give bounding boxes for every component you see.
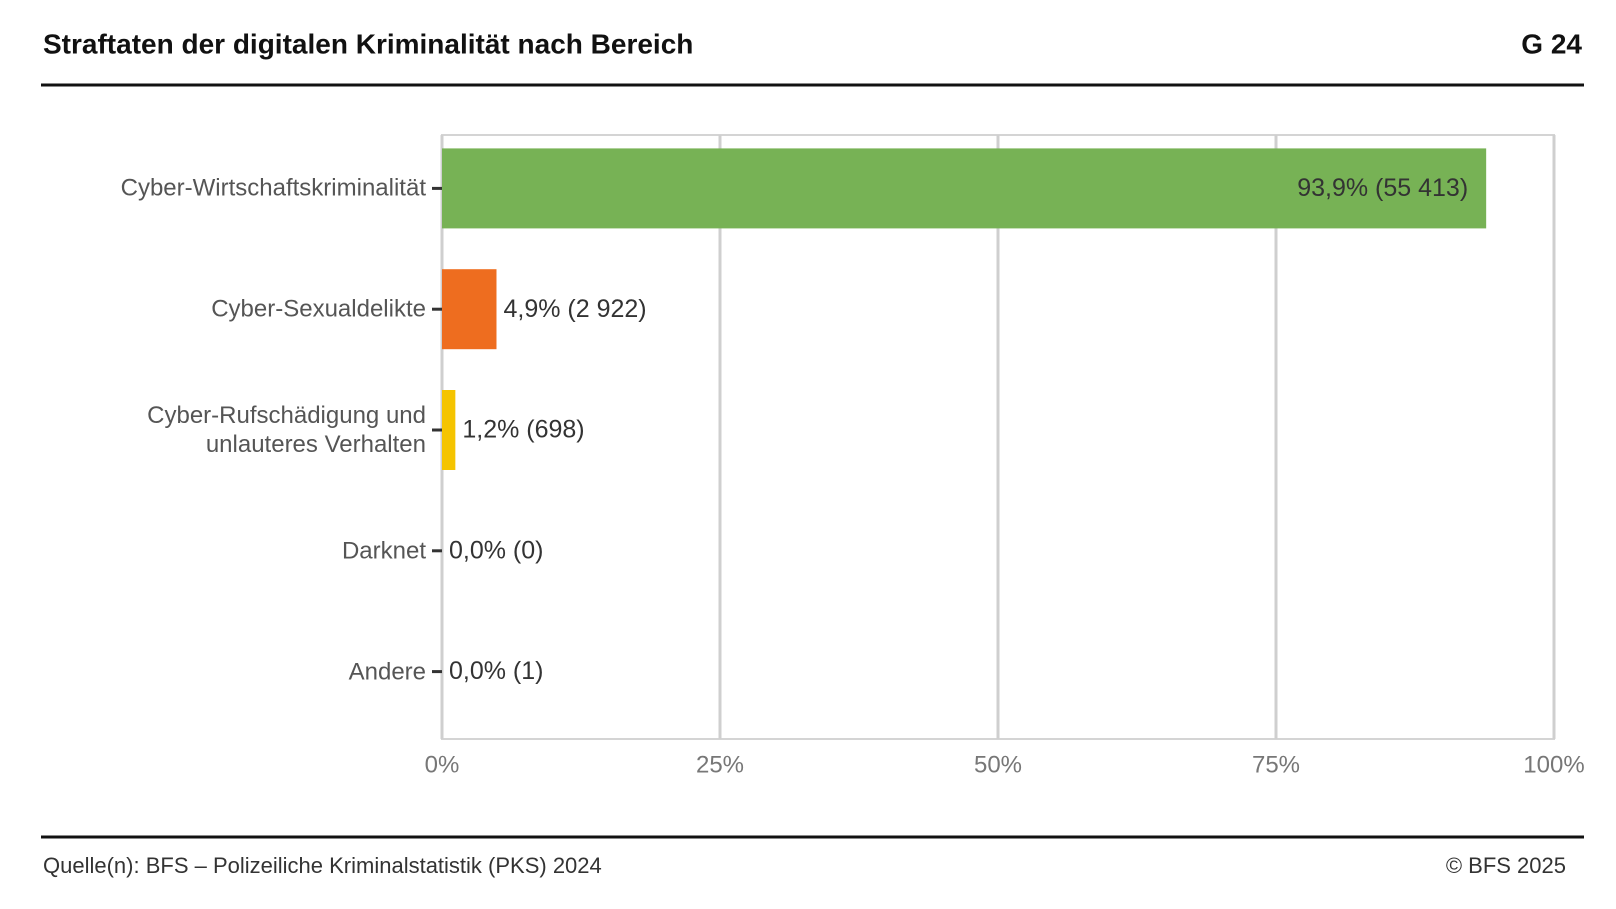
value-label: 93,9% (55 413)	[1297, 174, 1468, 202]
copyright: © BFS 2025	[1446, 853, 1566, 878]
x-tick-label: 100%	[1523, 751, 1584, 778]
value-label: 1,2% (698)	[462, 416, 584, 444]
x-tick-label: 50%	[974, 751, 1022, 778]
value-label: 0,0% (1)	[449, 657, 543, 685]
x-tick-label: 0%	[425, 751, 460, 778]
y-tick-label: Darknet	[341, 537, 426, 565]
source: Quelle(n): BFS – Polizeiliche Kriminalst…	[43, 853, 602, 878]
bar	[442, 269, 497, 350]
y-tick-label: Cyber-Sexualdelikte	[211, 295, 426, 323]
value-label: 4,9% (2 922)	[503, 295, 646, 323]
y-tick-label: Cyber-Wirtschaftskriminalität	[120, 174, 426, 202]
x-tick-label: 25%	[696, 751, 744, 778]
x-tick-label: 75%	[1252, 751, 1300, 778]
bar	[442, 390, 456, 470]
y-tick-label: Andere	[348, 658, 426, 686]
chart-id: G 24	[1521, 28, 1582, 59]
bar	[442, 148, 1487, 229]
y-tick-label: Cyber-Rufschädigung und unlauteres Verha…	[147, 402, 426, 458]
value-label: 0,0% (0)	[449, 536, 543, 564]
chart-title: Straftaten der digitalen Kriminalität na…	[43, 28, 693, 59]
